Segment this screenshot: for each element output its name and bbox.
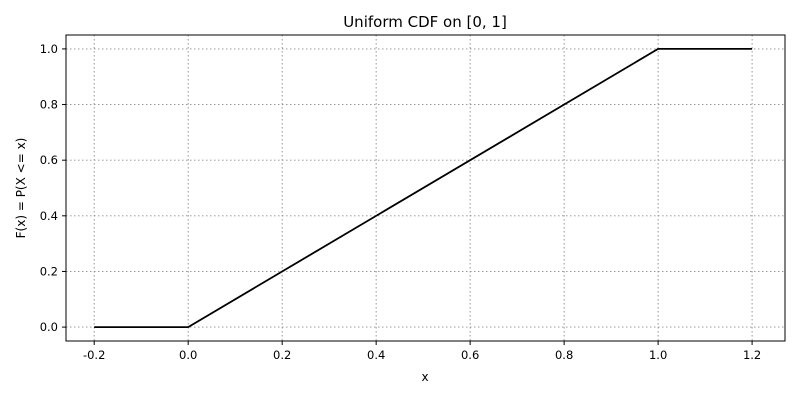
x-axis-ticks: -0.2 0.0 0.2 0.4 0.6 0.8 1.0 1.2 <box>83 341 761 362</box>
y-tick-label: 0.0 <box>40 320 58 334</box>
chart-title: Uniform CDF on [0, 1] <box>343 13 507 31</box>
x-axis-label: x <box>421 370 428 384</box>
y-tick-label: 0.2 <box>40 264 58 278</box>
plot-frame <box>65 34 786 342</box>
x-tick-label: 0.0 <box>179 348 197 362</box>
plot-series <box>94 48 753 328</box>
x-tick-label: 0.2 <box>273 348 291 362</box>
y-tick-label: 0.6 <box>40 153 58 167</box>
y-axis-ticks: 0.0 0.2 0.4 0.6 0.8 1.0 <box>40 42 66 334</box>
x-tick-label: 1.2 <box>743 348 761 362</box>
x-tick-label: 0.4 <box>367 348 385 362</box>
y-tick-label: 0.8 <box>40 98 58 112</box>
x-tick-label: 1.0 <box>649 348 667 362</box>
x-tick-label: 0.6 <box>461 348 479 362</box>
x-tick-label: 0.8 <box>555 348 573 362</box>
y-tick-label: 1.0 <box>40 42 58 56</box>
y-tick-label: 0.4 <box>40 209 58 223</box>
y-axis-label: F(x) = P(X <= x) <box>14 138 28 239</box>
cdf-line <box>94 48 753 328</box>
x-tick-label: -0.2 <box>83 348 105 362</box>
grid <box>66 35 785 341</box>
